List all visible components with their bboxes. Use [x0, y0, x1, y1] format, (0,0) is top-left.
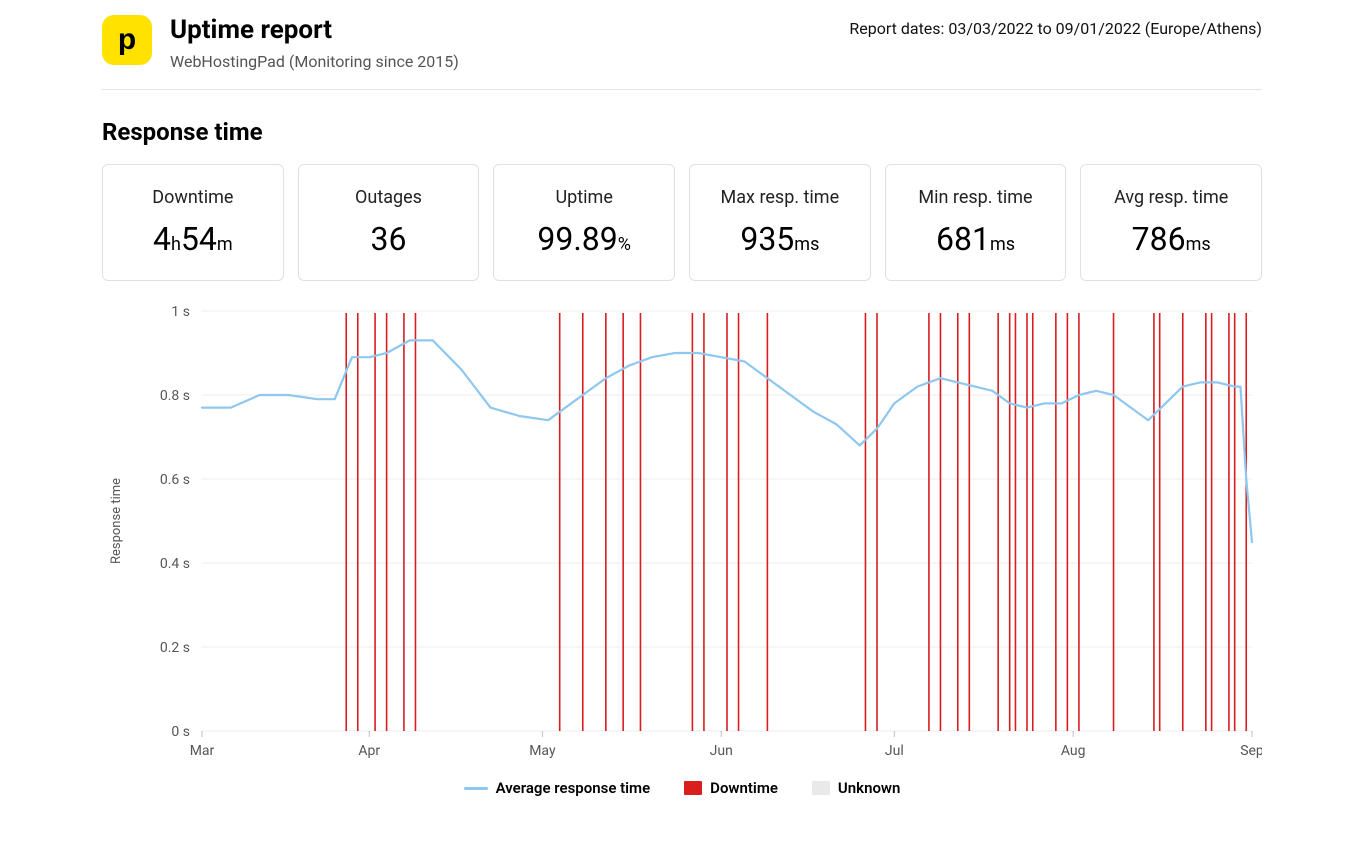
- page-subtitle: WebHostingPad (Monitoring since 2015): [170, 52, 831, 71]
- svg-text:0.4 s: 0.4 s: [160, 556, 190, 572]
- svg-text:May: May: [529, 743, 556, 759]
- metric-card: Avg resp. time 786ms: [1080, 164, 1262, 281]
- metric-label: Max resp. time: [700, 187, 860, 208]
- metric-value: 786ms: [1091, 220, 1251, 258]
- legend-item: Downtime: [684, 779, 778, 797]
- svg-text:Response time: Response time: [109, 478, 124, 564]
- svg-text:1 s: 1 s: [171, 304, 190, 320]
- metric-label: Downtime: [113, 187, 273, 208]
- metric-card: Outages 36: [298, 164, 480, 281]
- metric-value: 99.89%: [504, 220, 664, 258]
- svg-text:Jun: Jun: [710, 743, 733, 759]
- metric-card: Min resp. time 681ms: [885, 164, 1067, 281]
- svg-text:Apr: Apr: [358, 743, 380, 759]
- svg-text:0 s: 0 s: [171, 724, 190, 740]
- report-date-range: Report dates: 03/03/2022 to 09/01/2022 (…: [849, 19, 1262, 38]
- svg-text:Jul: Jul: [885, 743, 904, 759]
- svg-text:0.6 s: 0.6 s: [160, 472, 190, 488]
- legend-label: Average response time: [496, 779, 651, 797]
- chart-legend: Average response time Downtime Unknown: [102, 779, 1262, 797]
- svg-text:0.8 s: 0.8 s: [160, 388, 190, 404]
- metric-value: 681ms: [896, 220, 1056, 258]
- metric-label: Uptime: [504, 187, 664, 208]
- metrics-row: Downtime 4h54m Outages 36 Uptime 99.89% Max re…: [102, 164, 1262, 281]
- page-title: Uptime report: [170, 15, 831, 46]
- report-header: p Uptime report WebHostingPad (Monitorin…: [102, 15, 1262, 90]
- metric-card: Max resp. time 935ms: [689, 164, 871, 281]
- metric-label: Avg resp. time: [1091, 187, 1251, 208]
- svg-text:Sep: Sep: [1240, 743, 1262, 759]
- legend-label: Unknown: [838, 779, 900, 797]
- legend-swatch: [684, 781, 702, 795]
- svg-text:Mar: Mar: [190, 743, 215, 759]
- metric-label: Min resp. time: [896, 187, 1056, 208]
- svg-text:0.2 s: 0.2 s: [160, 640, 190, 656]
- metric-label: Outages: [309, 187, 469, 208]
- svg-text:Aug: Aug: [1061, 743, 1086, 759]
- metric-card: Downtime 4h54m: [102, 164, 284, 281]
- legend-swatch: [464, 787, 488, 790]
- legend-swatch: [812, 781, 830, 795]
- brand-logo-letter: p: [118, 23, 136, 57]
- metric-card: Uptime 99.89%: [493, 164, 675, 281]
- section-title: Response time: [102, 118, 1262, 146]
- legend-label: Downtime: [710, 779, 778, 797]
- metric-value: 36: [309, 220, 469, 258]
- legend-item: Unknown: [812, 779, 900, 797]
- brand-logo: p: [102, 15, 152, 65]
- metric-value: 935ms: [700, 220, 860, 258]
- response-time-chart: 0 s 0.2 s 0.4 s 0.6 s 0.8 s 1 s Response time M…: [102, 301, 1262, 765]
- metric-value: 4h54m: [113, 220, 273, 258]
- legend-item: Average response time: [464, 779, 651, 797]
